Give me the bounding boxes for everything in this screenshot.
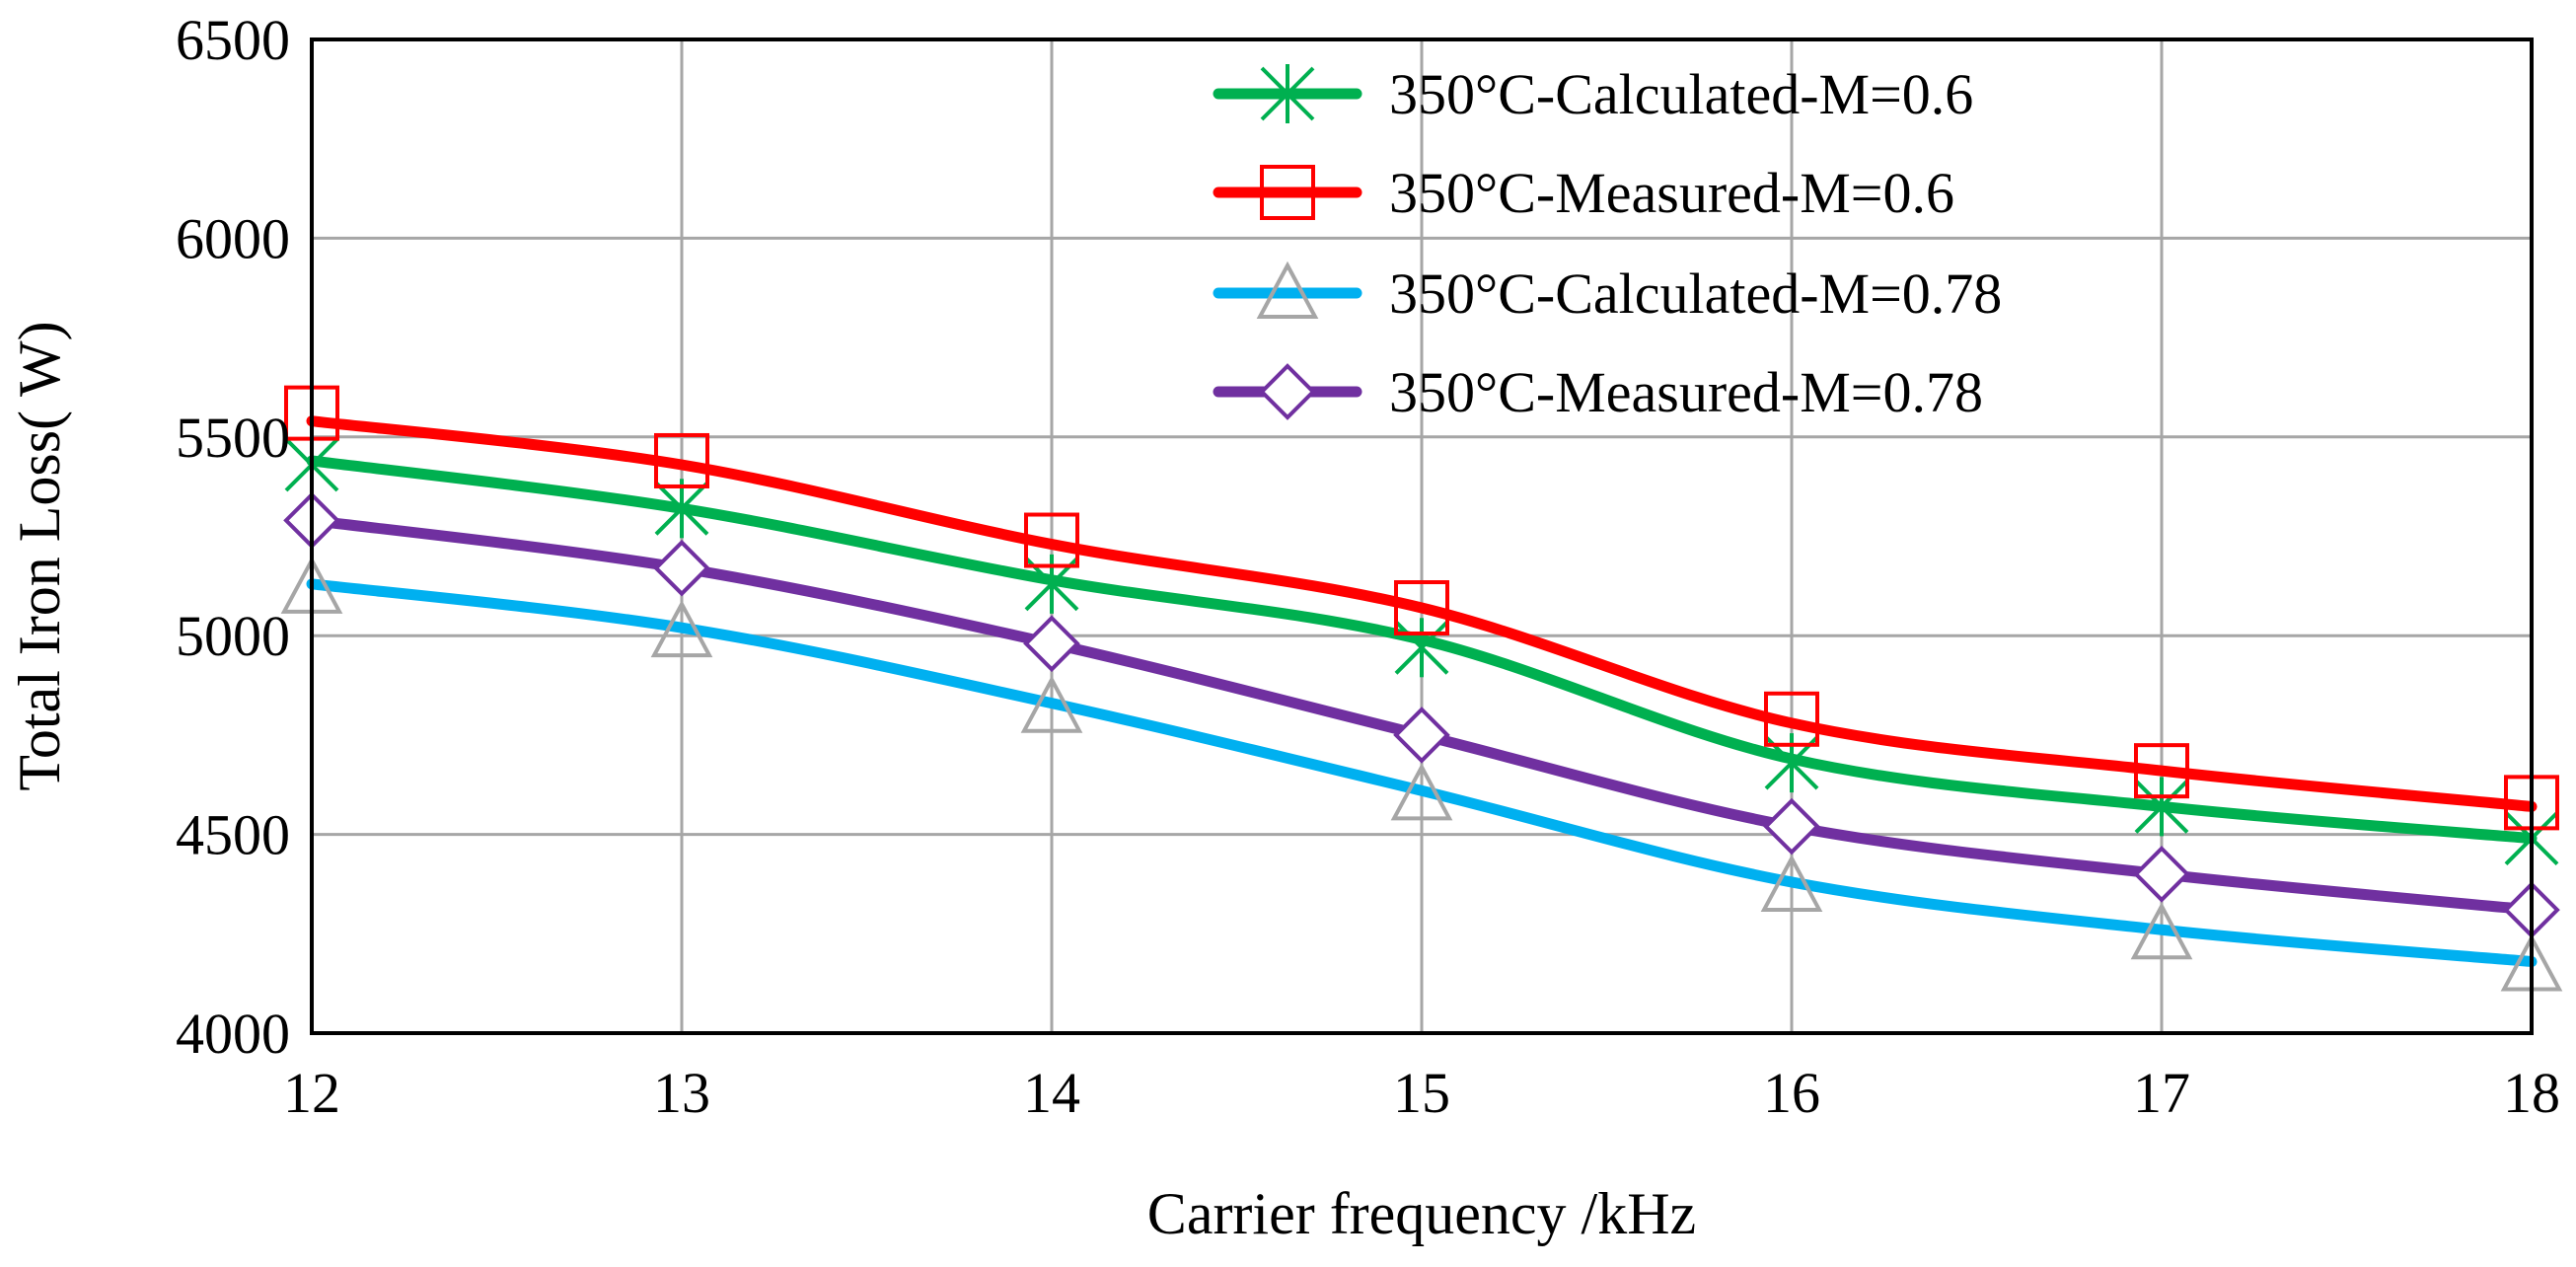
y-tick-label: 4000 [176,1002,290,1066]
data-point-2-2 [1020,675,1083,733]
legend-marker-3 [1259,363,1316,420]
data-point-2-1 [650,599,713,658]
legend-label-2: 350°C-Calculated-M=0.78 [1389,261,2002,326]
legend-marker-1 [1260,165,1315,220]
legend-item-2: 350°C-Calculated-M=0.78 [1213,261,2002,326]
x-tick-label: 13 [653,1061,710,1125]
series-line-1 [306,415,2538,812]
data-point-2-3 [1390,763,1453,821]
y-tick-label: 5000 [176,604,290,668]
y-tick-label: 6500 [176,8,290,72]
data-point-1-1 [654,432,709,488]
legend-marker-2 [1256,261,1319,319]
data-point-3-1 [653,539,710,597]
y-tick-labels: 4000 4500 5000 5500 6000 6500 [176,8,290,1066]
legend-label-1: 350°C-Measured-M=0.6 [1389,161,1954,225]
data-point-0-3 [1394,618,1449,678]
data-point-1-5 [2134,743,2189,799]
legend-marker-0 [1260,64,1315,123]
x-tick-label: 17 [2133,1061,2190,1125]
legend-label-0: 350°C-Calculated-M=0.6 [1389,62,1973,126]
x-tick-label: 15 [1393,1061,1450,1125]
legend-item-3: 350°C-Measured-M=0.78 [1213,360,1983,424]
y-axis-title: Total Iron Loss( W) [7,321,72,790]
data-point-1-2 [1024,512,1079,568]
data-point-0-1 [654,479,709,539]
legend-item-0: 350°C-Calculated-M=0.6 [1213,62,1973,126]
x-tick-label: 14 [1023,1061,1080,1125]
legend: 350°C-Calculated-M=0.6 350°C-Measured-M=0… [1213,62,2002,424]
x-tick-label: 16 [1763,1061,1820,1125]
x-axis-title: Carrier frequency /kHz [1147,1181,1696,1246]
data-point-0-5 [2134,777,2189,837]
x-tick-label: 18 [2503,1061,2560,1125]
x-tick-labels: 12 13 14 15 16 17 18 [283,1061,2560,1125]
data-point-1-4 [1764,691,1819,747]
data-point-3-5 [2133,846,2190,903]
legend-label-3: 350°C-Measured-M=0.78 [1389,360,1983,424]
legend-item-1: 350°C-Measured-M=0.6 [1213,161,1954,225]
data-point-3-4 [1763,797,1820,856]
y-tick-label: 4500 [176,803,290,867]
series-line-2 [306,578,2538,967]
data-point-1-3 [1394,580,1449,636]
y-tick-label: 5500 [176,406,290,470]
data-point-3-3 [1393,707,1450,764]
x-tick-label: 12 [283,1061,340,1125]
data-point-2-5 [2130,902,2193,960]
y-tick-label: 6000 [176,206,290,270]
data-point-3-2 [1023,615,1080,673]
plot-frame [310,37,2534,1035]
data-point-2-4 [1760,854,1823,912]
